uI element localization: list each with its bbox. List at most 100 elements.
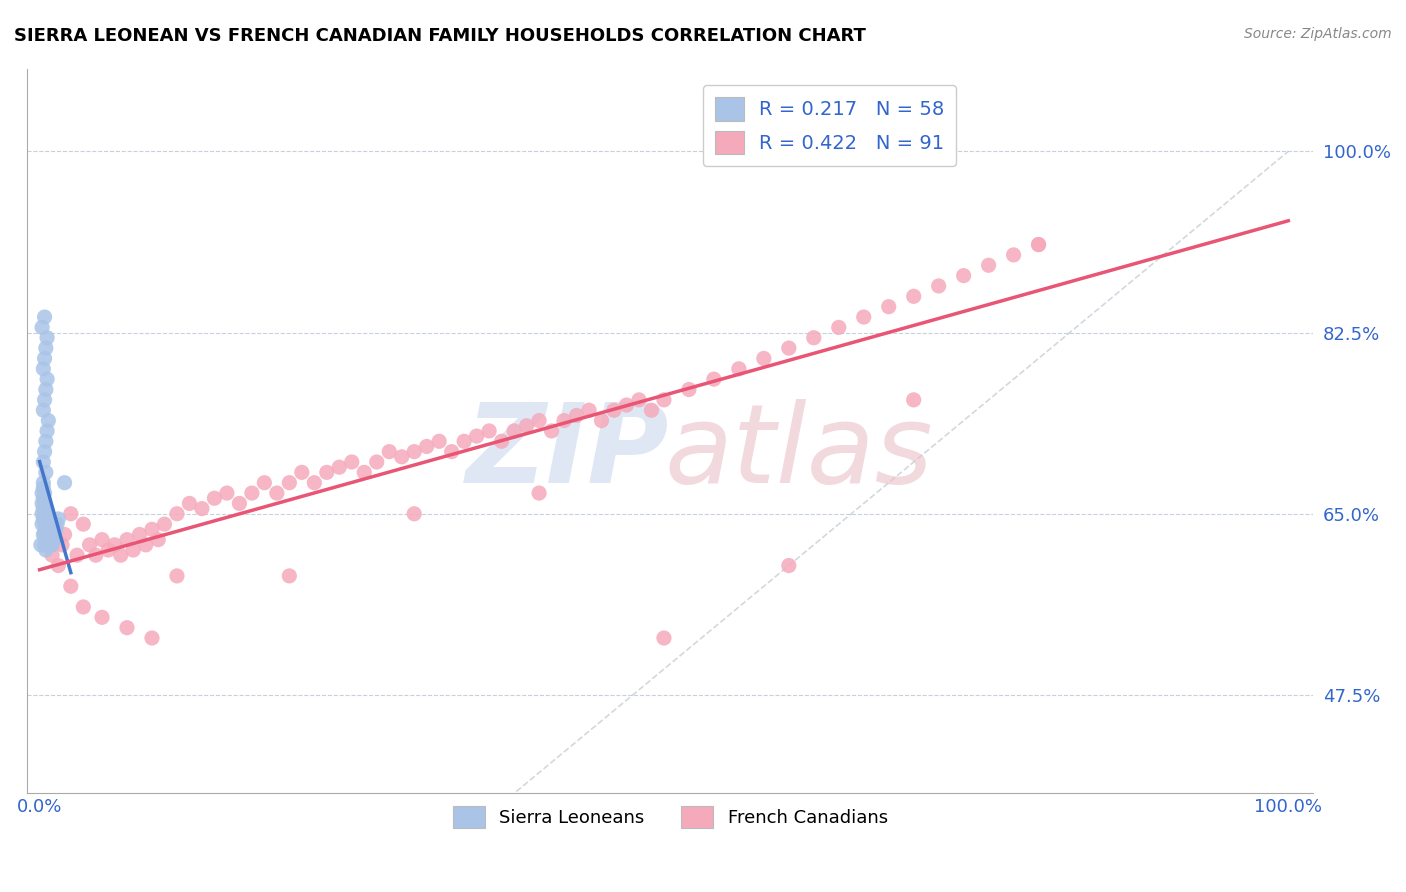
Point [34, 351, 56, 366]
Point [35, 501, 58, 516]
Point [41, 527, 63, 541]
Point [404, 444, 426, 458]
Point [37, 512, 59, 526]
Point [34, 496, 56, 510]
Point [553, 414, 575, 428]
Point [191, 501, 214, 516]
Point [32, 361, 55, 376]
Point [79, 538, 101, 552]
Point [135, 538, 157, 552]
Point [38, 517, 60, 532]
Point [31, 496, 53, 510]
Point [34, 310, 56, 324]
Point [35, 517, 58, 532]
Point [35, 507, 58, 521]
Point [32, 481, 55, 495]
Point [304, 475, 326, 490]
Point [465, 429, 488, 443]
Point [38, 527, 60, 541]
Point [378, 444, 401, 458]
Point [38, 527, 60, 541]
Point [32, 527, 55, 541]
Point [32, 455, 55, 469]
Point [540, 424, 562, 438]
Point [903, 392, 925, 407]
Point [752, 351, 775, 366]
Point [928, 279, 950, 293]
Point [30, 538, 52, 552]
Text: Source: ZipAtlas.com: Source: ZipAtlas.com [1244, 27, 1392, 41]
Point [38, 538, 60, 552]
Point [31, 507, 53, 521]
Point [491, 434, 513, 449]
Point [103, 538, 125, 552]
Text: ZIP: ZIP [465, 400, 669, 506]
Point [527, 414, 550, 428]
Point [1028, 237, 1050, 252]
Point [527, 486, 550, 500]
Point [34, 486, 56, 500]
Point [503, 424, 526, 438]
Point [291, 466, 314, 480]
Point [37, 414, 59, 428]
Point [35, 538, 58, 552]
Point [427, 434, 450, 449]
Point [32, 475, 55, 490]
Point [340, 455, 363, 469]
Point [565, 409, 588, 423]
Text: atlas: atlas [665, 400, 934, 506]
Point [516, 418, 538, 433]
Point [440, 444, 463, 458]
Point [115, 533, 138, 547]
Point [41, 538, 63, 552]
Point [44, 527, 66, 541]
Point [37, 533, 59, 547]
Point [34, 507, 56, 521]
Point [110, 548, 132, 562]
Point [678, 383, 700, 397]
Point [53, 527, 76, 541]
Point [45, 522, 67, 536]
Point [115, 621, 138, 635]
Text: SIERRA LEONEAN VS FRENCH CANADIAN FAMILY HOUSEHOLDS CORRELATION CHART: SIERRA LEONEAN VS FRENCH CANADIAN FAMILY… [14, 27, 866, 45]
Point [32, 491, 55, 506]
Point [616, 398, 638, 412]
Point [627, 392, 650, 407]
Point [42, 533, 65, 547]
Point [977, 258, 1000, 272]
Point [35, 538, 58, 552]
Point [72, 517, 94, 532]
Point [240, 486, 263, 500]
Point [141, 522, 163, 536]
Point [35, 331, 58, 345]
Point [728, 361, 751, 376]
Point [35, 383, 58, 397]
Point [35, 527, 58, 541]
Legend: Sierra Leoneans, French Canadians: Sierra Leoneans, French Canadians [446, 798, 896, 835]
Point [41, 548, 63, 562]
Point [66, 548, 89, 562]
Point [478, 424, 501, 438]
Point [35, 466, 58, 480]
Point [903, 289, 925, 303]
Point [803, 331, 825, 345]
Point [34, 444, 56, 458]
Point [32, 403, 55, 417]
Point [128, 527, 150, 541]
Point [35, 533, 58, 547]
Point [652, 631, 675, 645]
Point [148, 533, 170, 547]
Point [166, 569, 188, 583]
Point [39, 538, 62, 552]
Point [179, 496, 201, 510]
Point [828, 320, 851, 334]
Point [1002, 248, 1025, 262]
Point [603, 403, 626, 417]
Point [34, 517, 56, 532]
Point [391, 450, 413, 464]
Point [877, 300, 900, 314]
Point [34, 527, 56, 541]
Point [53, 475, 76, 490]
Point [153, 517, 176, 532]
Point [852, 310, 875, 324]
